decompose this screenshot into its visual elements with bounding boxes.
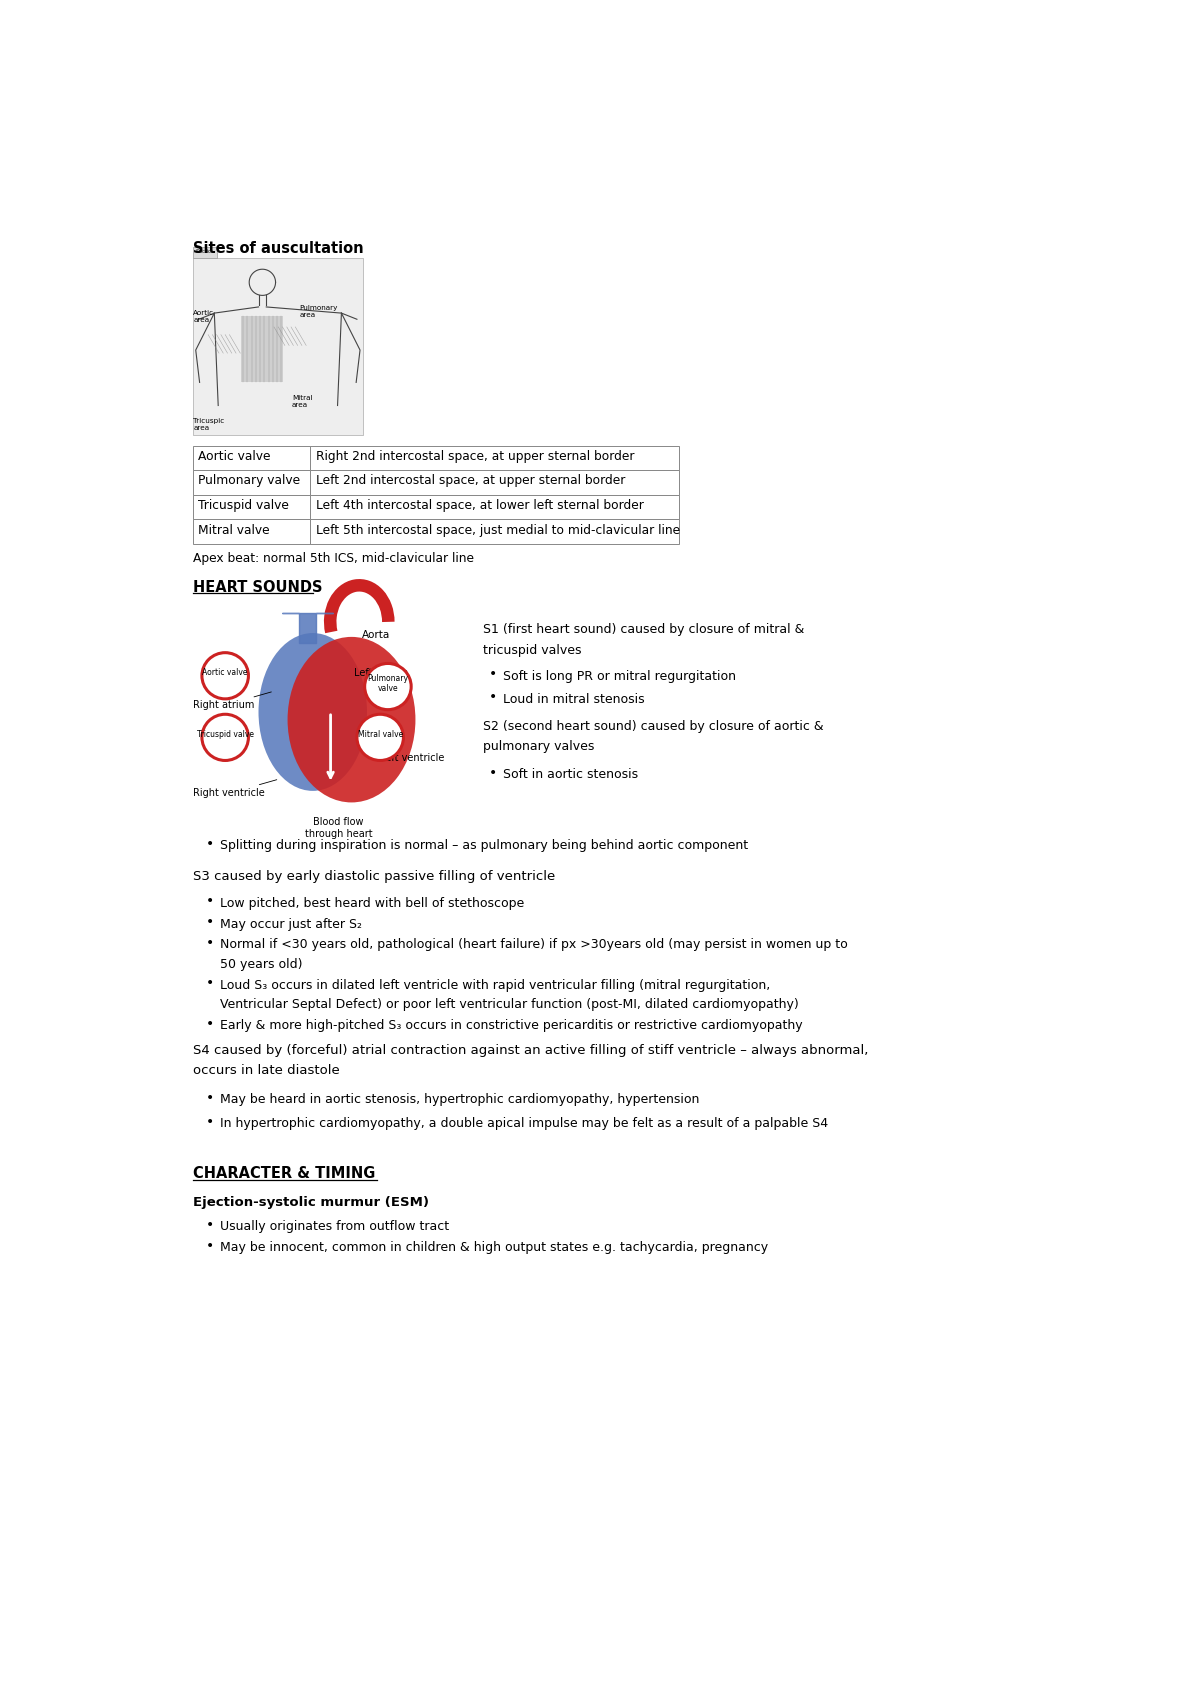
Bar [241, 316, 283, 382]
Text: Splitting during inspiration is normal – as pulmonary being behind aortic compon: Splitting during inspiration is normal –… [220, 839, 748, 852]
Text: Saclic: Saclic [196, 250, 211, 255]
Text: Blood flow
through heart: Blood flow through heart [305, 817, 372, 839]
Bar [193, 494, 311, 520]
Text: Normal if <30 years old, pathological (heart failure) if px >30years old (may pe: Normal if <30 years old, pathological (h… [220, 939, 847, 951]
Bar [311, 494, 678, 520]
Bar [311, 520, 678, 543]
Bar [193, 520, 311, 543]
Text: Aorta: Aorta [361, 630, 390, 640]
Bar [193, 470, 311, 494]
Ellipse shape [258, 633, 367, 791]
Text: Usually originates from outflow tract: Usually originates from outflow tract [220, 1221, 449, 1233]
Text: •: • [206, 895, 214, 908]
Text: Ejection-systolic murmur (ESM): Ejection-systolic murmur (ESM) [193, 1195, 428, 1209]
Text: Aortic valve: Aortic valve [198, 450, 270, 464]
Text: Ventricular Septal Defect) or poor left ventricular function (post-MI, dilated c: Ventricular Septal Defect) or poor left … [220, 998, 798, 1012]
Bar [193, 445, 311, 470]
Text: tricuspid valves: tricuspid valves [484, 644, 582, 657]
Text: May be heard in aortic stenosis, hypertrophic cardiomyopathy, hypertension: May be heard in aortic stenosis, hypertr… [220, 1094, 700, 1105]
Circle shape [202, 715, 248, 761]
Text: Aortic
area: Aortic area [193, 311, 215, 323]
Text: •: • [206, 936, 214, 949]
Text: In hypertrophic cardiomyopathy, a double apical impulse may be felt as a result : In hypertrophic cardiomyopathy, a double… [220, 1117, 828, 1131]
Text: Apex beat: normal 5th ICS, mid-clavicular line: Apex beat: normal 5th ICS, mid-clavicula… [193, 552, 474, 565]
Text: Left 5th intercostal space, just medial to mid-clavicular line: Left 5th intercostal space, just medial … [316, 523, 680, 537]
Text: Left 2nd intercostal space, at upper sternal border: Left 2nd intercostal space, at upper ste… [316, 474, 625, 487]
Circle shape [202, 652, 248, 700]
Text: occurs in late diastole: occurs in late diastole [193, 1065, 340, 1077]
Text: CHARACTER & TIMING: CHARACTER & TIMING [193, 1167, 374, 1182]
Text: •: • [206, 976, 214, 990]
Text: •: • [206, 1238, 214, 1253]
Text: S1 (first heart sound) caused by closure of mitral &: S1 (first heart sound) caused by closure… [484, 623, 805, 637]
Text: Loud in mitral stenosis: Loud in mitral stenosis [503, 693, 644, 706]
Text: Pulmonary
area: Pulmonary area [300, 306, 338, 319]
Text: Mitral
area: Mitral area [292, 394, 312, 408]
Text: •: • [206, 915, 214, 929]
Text: •: • [206, 1217, 214, 1231]
Text: •: • [206, 1090, 214, 1105]
Text: Tricuspic
area: Tricuspic area [193, 418, 224, 431]
Text: •: • [488, 667, 497, 681]
Text: Tricuspid valve: Tricuspid valve [197, 730, 253, 739]
Text: May be innocent, common in children & high output states e.g. tachycardia, pregn: May be innocent, common in children & hi… [220, 1241, 768, 1253]
Ellipse shape [288, 637, 415, 803]
Text: Mitral valve: Mitral valve [198, 523, 270, 537]
Text: •: • [488, 691, 497, 705]
Text: Loud S₃ occurs in dilated left ventricle with rapid ventricular filling (mitral : Loud S₃ occurs in dilated left ventricle… [220, 978, 770, 992]
Text: •: • [206, 837, 214, 851]
Text: Aortic valve: Aortic valve [203, 669, 248, 678]
Text: Soft is long PR or mitral regurgitation: Soft is long PR or mitral regurgitation [503, 669, 736, 683]
Text: Mitral valve: Mitral valve [358, 730, 403, 739]
Text: pulmonary valves: pulmonary valves [484, 740, 595, 754]
Text: •: • [488, 766, 497, 779]
Bar [311, 470, 678, 494]
Text: Low pitched, best heard with bell of stethoscope: Low pitched, best heard with bell of ste… [220, 897, 524, 910]
Text: Right atrium: Right atrium [193, 691, 271, 710]
Text: Soft in aortic stenosis: Soft in aortic stenosis [503, 767, 637, 781]
Text: S2 (second heart sound) caused by closure of aortic &: S2 (second heart sound) caused by closur… [484, 720, 824, 732]
Text: HEART SOUNDS: HEART SOUNDS [193, 579, 322, 594]
Text: Left ventricle: Left ventricle [380, 752, 444, 762]
Text: Sites of auscultation: Sites of auscultation [193, 241, 364, 256]
Circle shape [365, 664, 412, 710]
Bar [311, 445, 678, 470]
Text: Right 2nd intercostal space, at upper sternal border: Right 2nd intercostal space, at upper st… [316, 450, 635, 464]
Text: Left atrium: Left atrium [354, 667, 408, 678]
Text: May occur just after S₂: May occur just after S₂ [220, 917, 361, 931]
Bar [193, 246, 217, 258]
Text: •: • [206, 1116, 214, 1129]
Text: Right ventricle: Right ventricle [193, 779, 277, 798]
Text: Early & more high-pitched S₃ occurs in constrictive pericarditis or restrictive : Early & more high-pitched S₃ occurs in c… [220, 1019, 803, 1032]
Text: 50 years old): 50 years old) [220, 958, 302, 971]
Circle shape [356, 715, 403, 761]
Text: S3 caused by early diastolic passive filling of ventricle: S3 caused by early diastolic passive fil… [193, 869, 554, 883]
Bar [193, 258, 364, 435]
Text: •: • [206, 1017, 214, 1031]
Text: Pulmonary
valve: Pulmonary valve [367, 674, 408, 693]
Text: S4 caused by (forceful) atrial contraction against an active filling of stiff ve: S4 caused by (forceful) atrial contracti… [193, 1044, 868, 1056]
FancyArrow shape [282, 613, 332, 642]
Text: Left 4th intercostal space, at lower left sternal border: Left 4th intercostal space, at lower lef… [316, 499, 643, 513]
Text: Pulmonary valve: Pulmonary valve [198, 474, 300, 487]
Text: Tricuspid valve: Tricuspid valve [198, 499, 289, 513]
